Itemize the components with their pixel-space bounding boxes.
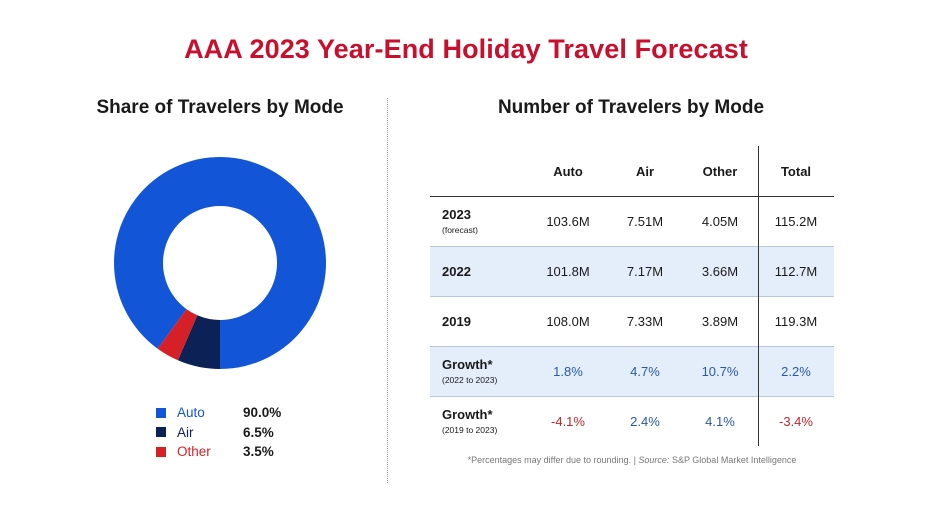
footnote: *Percentages may differ due to rounding.… xyxy=(430,455,834,465)
table-cell: 101.8M xyxy=(546,263,590,279)
donut-slice-other xyxy=(157,309,198,361)
legend-value: 3.5% xyxy=(243,444,274,460)
table-cell: 4.7% xyxy=(630,363,660,379)
row-label: 2023 (forecast) xyxy=(442,196,478,246)
pie-chart-title: Share of Travelers by Mode xyxy=(96,97,344,118)
legend-value: 90.0% xyxy=(243,405,282,421)
pie-legend: Auto 90.0% Air 6.5% Other 3.5% xyxy=(156,403,281,462)
column-header-other: Other xyxy=(702,163,738,179)
table-row: 2019 108.0M 7.33M 3.89M 119.3M xyxy=(430,296,834,346)
table-row: Growth* (2019 to 2023) -4.1% 2.4% 4.1% -3.4% xyxy=(430,396,834,446)
row-sublabel: (forecast) xyxy=(442,225,478,235)
row-label-text: Growth* xyxy=(442,357,493,372)
table-cell: 3.66M xyxy=(701,263,739,279)
column-header-air: Air xyxy=(635,163,655,179)
legend-item-other: Other 3.5% xyxy=(156,442,281,462)
table-cell: 103.6M xyxy=(546,213,590,229)
donut-slice-auto xyxy=(114,157,326,369)
table-cell: 2.4% xyxy=(630,413,660,429)
legend-swatch xyxy=(156,427,166,438)
table-cell: 4.05M xyxy=(701,213,739,229)
row-label: Growth* (2019 to 2023) xyxy=(442,396,497,446)
row-label: 2019 xyxy=(442,296,471,346)
footnote-source-label: Source: xyxy=(638,455,670,465)
table-cell: 108.0M xyxy=(546,313,590,329)
row-label-text: Growth* xyxy=(442,407,493,422)
table-cell: -3.4% xyxy=(779,413,813,429)
legend-swatch xyxy=(156,407,166,418)
row-sublabel: (2022 to 2023) xyxy=(442,375,498,385)
row-label-text: 2023 xyxy=(442,207,471,222)
table-cell: 7.17M xyxy=(626,263,664,279)
row-label: 2022 xyxy=(442,246,471,296)
donut-chart xyxy=(114,157,326,369)
legend-item-auto: Auto 90.0% xyxy=(156,403,281,423)
legend-label: Other xyxy=(177,444,211,460)
legend-label: Auto xyxy=(177,405,205,421)
main-title: AAA 2023 Year-End Holiday Travel Forecas… xyxy=(184,34,748,64)
table-title: Number of Travelers by Mode xyxy=(497,97,765,118)
table-row: Growth* (2022 to 2023) 1.8% 4.7% 10.7% 2.2% xyxy=(430,346,834,396)
table-cell: 10.7% xyxy=(701,363,739,379)
table-cell: 2.2% xyxy=(781,363,811,379)
column-header-total: Total xyxy=(780,163,812,179)
legend-swatch xyxy=(156,446,166,457)
table-cell: 112.7M xyxy=(774,263,818,279)
row-sublabel: (2019 to 2023) xyxy=(442,425,498,435)
table-cell: -4.1% xyxy=(551,413,585,429)
table-header-row: Auto Air Other Total xyxy=(430,146,834,196)
table-rule xyxy=(430,246,834,247)
table-cell: 115.2M xyxy=(774,213,818,229)
total-column-rule xyxy=(758,146,759,446)
table-row: 2023 (forecast) 103.6M 7.51M 4.05M 115.2M xyxy=(430,196,834,246)
table-cell: 4.1% xyxy=(705,413,735,429)
legend-label: Air xyxy=(177,424,194,440)
table-row: 2022 101.8M 7.17M 3.66M 112.7M xyxy=(430,246,834,296)
table-cell: 3.89M xyxy=(701,313,739,329)
table-rule xyxy=(430,296,834,297)
table-rule xyxy=(430,196,834,197)
section-divider xyxy=(387,98,388,483)
footnote-source: S&P Global Market Intelligence xyxy=(669,455,797,465)
table-cell: 119.3M xyxy=(774,313,818,329)
donut-slice-air xyxy=(177,315,220,369)
row-label-text: 2022 xyxy=(442,263,471,279)
legend-value: 6.5% xyxy=(243,424,274,440)
row-label-text: 2019 xyxy=(442,313,471,329)
legend-item-air: Air 6.5% xyxy=(156,423,281,443)
row-label: Growth* (2022 to 2023) xyxy=(442,346,497,396)
table-cell: 1.8% xyxy=(553,363,583,379)
column-header-auto: Auto xyxy=(553,163,583,179)
table-rule xyxy=(430,346,834,347)
table-cell: 7.51M xyxy=(626,213,664,229)
table-rule xyxy=(430,396,834,397)
footnote-text: *Percentages may differ due to rounding.… xyxy=(467,455,639,465)
table-cell: 7.33M xyxy=(626,313,664,329)
